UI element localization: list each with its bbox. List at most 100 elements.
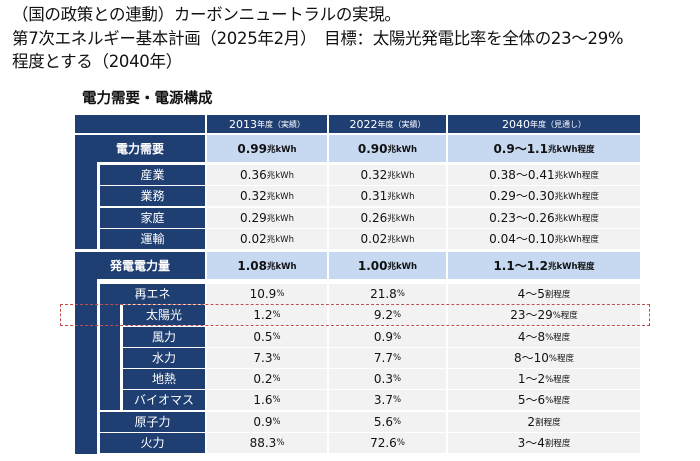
- table-cell: 7.7%: [329, 348, 446, 368]
- row-label-text: 再エネ: [134, 287, 171, 302]
- cell-unit: %: [272, 373, 281, 384]
- cell-unit: 兆kWh: [387, 170, 415, 181]
- row-label-text: 運輸: [140, 232, 165, 247]
- heading-line-1: （国の政策との連動）カーボンニュートラルの実現。: [12, 5, 401, 24]
- row-label: 産業: [100, 165, 205, 185]
- row-label-text: 地熱: [151, 372, 176, 387]
- column-suffix: 年度（実績）: [377, 119, 426, 129]
- cell-value: 0.23～0.26: [489, 211, 555, 226]
- row-label: 地熱: [123, 369, 205, 389]
- table-cell: 0.26 兆kWh: [329, 208, 446, 228]
- cell-value: 72.6: [370, 435, 397, 450]
- cell-unit: 兆kWh程度: [554, 191, 599, 202]
- row-label: 再エネ: [100, 284, 205, 304]
- table-cell: 2 割程度: [448, 412, 640, 432]
- row-label-text: 火力: [140, 436, 165, 451]
- table-cell: 0.99 兆kWh: [207, 135, 327, 162]
- cell-unit: %: [276, 288, 285, 299]
- row-label-text: バイオマス: [133, 393, 194, 408]
- cell-unit: %程度: [548, 353, 574, 364]
- cell-unit: %: [272, 352, 281, 363]
- cell-value: 0.02: [360, 231, 388, 246]
- table-cell: 5～6 %程度: [448, 390, 640, 410]
- cell-unit: %程度: [545, 374, 571, 385]
- cell-unit: %: [393, 352, 402, 363]
- cell-value: 3.7: [373, 392, 393, 407]
- cell-value: 21.8: [370, 286, 397, 301]
- row-label: 家庭: [100, 208, 205, 228]
- row-label: 運輸: [100, 229, 205, 249]
- cell-value: 1～2: [517, 372, 546, 387]
- table-cell: 23～29 %程度: [448, 305, 640, 325]
- table-cell: 4～8 %程度: [448, 327, 640, 347]
- cell-value: 23～29: [510, 308, 553, 323]
- cell-unit: 兆kWh: [387, 261, 418, 272]
- cell-unit: 兆kWh程度: [554, 213, 599, 224]
- cell-value: 8～10: [514, 351, 549, 366]
- column-year: 2022: [349, 117, 378, 131]
- cell-value: 1.08: [237, 258, 267, 273]
- table-cell: 1.1～1.2 兆kWh程度: [448, 252, 640, 279]
- table-cell: 7.3%: [207, 348, 327, 368]
- cell-value: 0.04～0.10: [489, 232, 555, 247]
- cell-unit: %: [272, 331, 281, 342]
- table-cell: 0.9～1.1 兆kWh程度: [448, 135, 640, 162]
- cell-value: 0.32: [360, 167, 388, 182]
- table-cell: 0.9%: [207, 412, 327, 432]
- table-cell: 3～4 割程度: [448, 433, 640, 453]
- cell-unit: %: [396, 437, 405, 448]
- table-cell: 8～10 %程度: [448, 348, 640, 368]
- cell-value: 0.38～0.41: [489, 168, 555, 183]
- header-corner: [75, 115, 205, 133]
- cell-value: 1.6: [253, 392, 273, 407]
- cell-unit: 兆kWh: [266, 191, 294, 202]
- cell-value: 3～4: [517, 436, 545, 451]
- cell-unit: 割程度: [535, 417, 561, 428]
- cell-unit: 兆kWh程度: [554, 234, 599, 245]
- cell-unit: %: [272, 394, 281, 405]
- cell-unit: %: [393, 416, 402, 427]
- table-cell: 1～2 %程度: [448, 369, 640, 389]
- table-cell: 3.7%: [329, 390, 446, 410]
- row-label: 業務: [100, 186, 205, 206]
- table-cell: 0.9%: [329, 327, 446, 347]
- cell-unit: 兆kWh: [267, 261, 297, 272]
- heading-line-3: 程度とする（2040年）: [12, 52, 182, 71]
- table-cell: 0.2%: [207, 369, 327, 389]
- column-header: 2040 年度（見通し）: [448, 115, 640, 133]
- cell-unit: 兆kWh程度: [547, 261, 595, 272]
- table-cell: 0.23～0.26 兆kWh程度: [448, 208, 640, 228]
- table-cell: 0.29～0.30 兆kWh程度: [448, 186, 640, 206]
- table-cell: 0.36 兆kWh: [207, 165, 327, 185]
- table-cell: 88.3%: [207, 433, 327, 453]
- cell-unit: 兆kWh: [387, 191, 415, 202]
- table-cell: 4～5 割程度: [448, 284, 640, 304]
- cell-value: 0.99: [237, 141, 267, 156]
- cell-unit: 割程度: [544, 289, 571, 300]
- table-cell: 0.02 兆kWh: [329, 229, 446, 249]
- cell-value: 0.26: [360, 210, 388, 225]
- column-header: 2022 年度（実績）: [329, 115, 446, 133]
- cell-value: 0.3: [373, 371, 393, 386]
- cell-unit: %程度: [545, 395, 571, 406]
- cell-value: 4～5: [517, 287, 545, 302]
- cell-unit: %: [393, 373, 402, 384]
- row-label-text: 発電電力量: [109, 259, 170, 273]
- row-label-text: 電力需要: [115, 142, 164, 156]
- cell-value: 0.32: [240, 188, 267, 203]
- cell-value: 9.2: [373, 307, 393, 322]
- cell-value: 1.1～1.2: [493, 259, 548, 273]
- cell-value: 1.00: [357, 258, 388, 273]
- cell-unit: %: [393, 331, 402, 342]
- cell-unit: 兆kWh: [266, 213, 294, 224]
- row-label: 風力: [123, 327, 205, 347]
- cell-unit: %: [276, 437, 285, 448]
- table-cell: 10.9%: [207, 284, 327, 304]
- cell-unit: %: [272, 309, 281, 320]
- group-bracket: [75, 135, 97, 249]
- table-cell: 1.6%: [207, 390, 327, 410]
- column-suffix: 年度（見通し）: [530, 119, 586, 129]
- table-cell: 0.3%: [329, 369, 446, 389]
- cell-value: 4～8: [517, 330, 546, 345]
- row-label: 原子力: [100, 412, 205, 432]
